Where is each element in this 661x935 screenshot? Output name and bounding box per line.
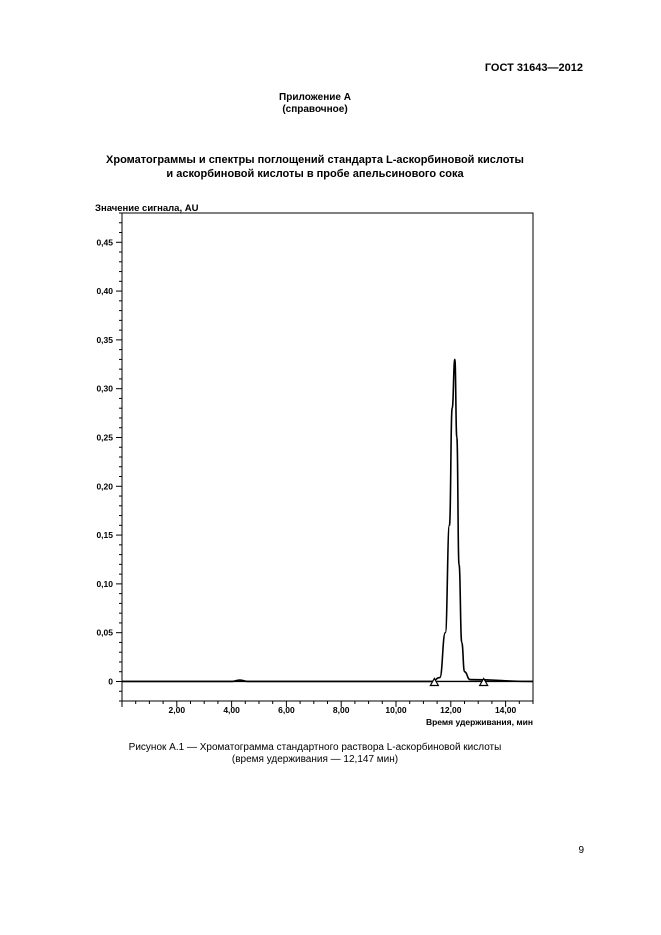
x-axis-label: Время удерживания, мин (426, 717, 533, 727)
y-tick-label: 0,20 (96, 481, 113, 491)
x-tick-label: 8,00 (333, 705, 350, 715)
section-title-line1: Хроматограммы и спектры поглощений станд… (106, 154, 524, 166)
y-tick-label: 0,35 (96, 335, 113, 345)
x-tick-label: 10,00 (385, 705, 407, 715)
page-number: 9 (578, 845, 584, 856)
appendix-heading: Приложение А (справочное) (230, 92, 400, 116)
document-standard-number: ГОСТ 31643—2012 (484, 62, 583, 74)
integration-marker-triangle (429, 677, 440, 687)
chromatogram-trace (122, 358, 534, 683)
chromatogram-chart: Значение сигнала, AU 0 0,05 0,10 0,15 0,20 0,… (95, 203, 534, 727)
y-tick-label: 0,40 (96, 286, 113, 296)
plot-frame (121, 212, 534, 702)
y-tick-label: 0,25 (96, 432, 113, 442)
x-tick-label: 14,00 (495, 705, 517, 715)
y-axis-label: Значение сигнала, AU (95, 203, 199, 214)
y-tick-label: 0 (108, 676, 113, 686)
y-tick-label: 0,30 (96, 384, 113, 394)
appendix-title: Приложение А (279, 92, 351, 103)
x-tick-label: 4,00 (223, 705, 240, 715)
section-title: Хроматограммы и спектры поглощений станд… (80, 153, 550, 181)
appendix-note: (справочное) (282, 104, 348, 115)
x-tick-label: 12,00 (440, 705, 462, 715)
y-tick-label: 0,15 (96, 530, 113, 540)
figure-caption-line2: (время удерживания — 12,147 мин) (231, 754, 399, 765)
y-tick-label: 0,10 (96, 579, 113, 589)
integration-marker-triangle (478, 677, 489, 687)
figure-caption-line1: Рисунок А.1 — Хроматограмма стандартного… (128, 742, 502, 753)
y-tick-label: 0,45 (96, 237, 113, 247)
x-tick-label: 2,00 (169, 705, 186, 715)
y-tick-label: 0,05 (96, 628, 113, 638)
section-title-line2: и аскорбиновой кислоты в пробе апельсино… (166, 168, 464, 180)
x-tick-label: 6,00 (278, 705, 295, 715)
figure-caption: Рисунок А.1 — Хроматограмма стандартного… (100, 742, 530, 766)
